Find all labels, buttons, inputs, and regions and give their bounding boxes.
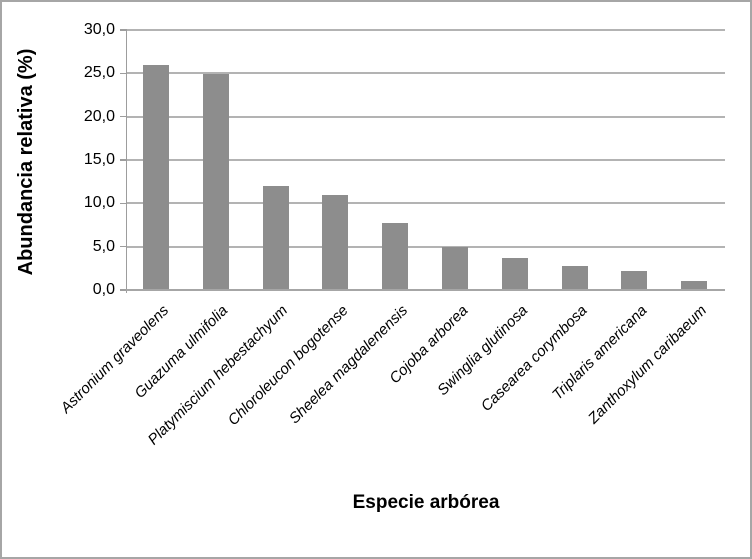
bar	[262, 186, 289, 290]
y-tick-label: 5,0	[92, 237, 115, 255]
x-axis-line	[126, 289, 725, 291]
bar	[501, 257, 528, 290]
y-tick-label: 0,0	[92, 281, 115, 298]
bar	[322, 194, 349, 290]
y-axis-tick	[120, 72, 126, 75]
gridline	[126, 115, 725, 118]
y-axis-tick	[120, 29, 126, 31]
y-axis-tick	[120, 159, 126, 161]
bar	[681, 281, 708, 290]
y-tick-label: 25,0	[83, 64, 115, 82]
y-tick-label: 10,0	[83, 194, 115, 212]
gridline	[126, 159, 725, 161]
y-tick-label: 20,0	[83, 107, 115, 125]
bar	[561, 265, 588, 290]
x-axis-title: Especie arbórea	[352, 492, 500, 513]
bar	[142, 64, 169, 290]
y-axis-line	[125, 29, 127, 293]
y-tick-label: 15,0	[83, 151, 115, 168]
bar	[621, 270, 648, 290]
y-tick-label: 30,0	[83, 21, 115, 38]
y-axis-tick	[120, 289, 126, 291]
x-category-label: Casearea corymbosa	[477, 302, 591, 415]
y-axis-title: Abundancia relativa (%)	[15, 48, 37, 276]
y-axis-tick	[120, 202, 126, 205]
y-axis-tick	[120, 115, 126, 118]
bar	[202, 74, 229, 290]
bar	[382, 223, 409, 290]
bar	[441, 246, 468, 290]
x-category-label: Zanthoxylum caribaeum	[584, 302, 711, 428]
gridline	[126, 245, 725, 248]
y-axis-tick	[120, 245, 126, 248]
x-category-label: Sheelea magdalenensis	[285, 302, 412, 428]
x-category-label: Chloroleucon bogotense	[224, 302, 352, 430]
gridline	[126, 29, 725, 31]
gridline	[126, 202, 725, 205]
gridline	[126, 72, 725, 75]
x-category-label: Astronium graveolens	[57, 302, 172, 417]
